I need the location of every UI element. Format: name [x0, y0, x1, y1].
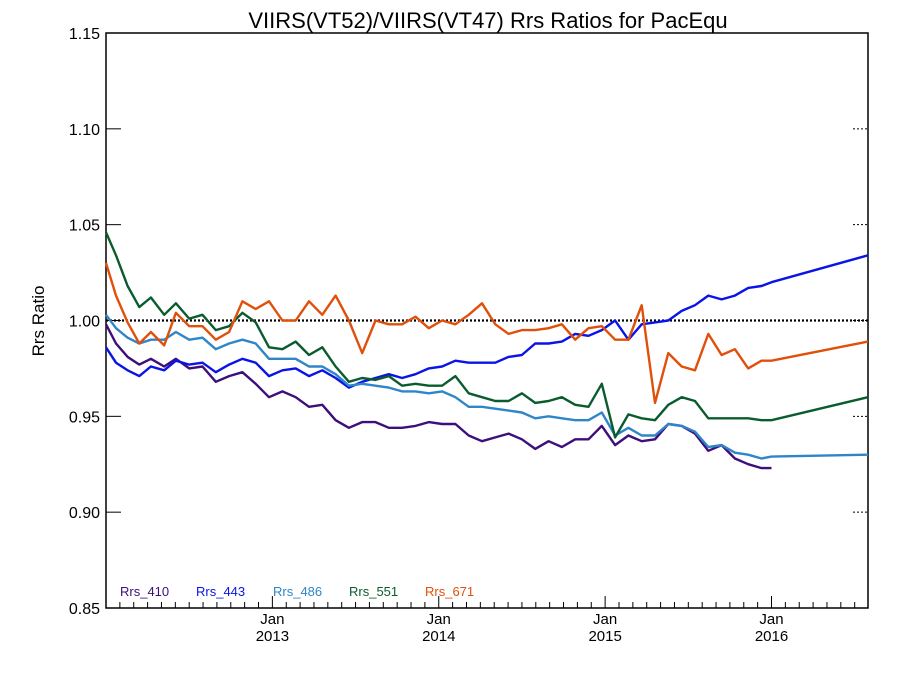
x-tick-label-month: Jan [427, 611, 451, 628]
x-tick-label-year: 2014 [422, 628, 455, 645]
x-tick-label-year: 2016 [755, 628, 788, 645]
series-line-rrs-443 [104, 254, 869, 389]
series-line-rrs-551 [104, 231, 869, 439]
y-tick-label: 0.95 [69, 409, 100, 426]
series-line-rrs-486 [105, 314, 869, 460]
x-tick-label-month: Jan [260, 611, 284, 628]
chart-title: VIIRS(VT52)/VIIRS(VT47) Rrs Ratios for P… [248, 8, 727, 33]
y-tick-label: 1.10 [69, 122, 100, 139]
y-tick-label: 1.00 [69, 314, 100, 331]
legend-entry: Rrs_551 [349, 584, 398, 599]
x-tick-label-year: 2015 [588, 628, 621, 645]
legend-entry: Rrs_486 [273, 584, 322, 599]
legend-entry: Rrs_410 [120, 584, 169, 599]
series-line-rrs-671 [104, 262, 869, 405]
legend-entry: Rrs_671 [425, 584, 474, 599]
legend-entry: Rrs_443 [196, 584, 245, 599]
y-tick-label: 0.85 [69, 601, 100, 618]
x-tick-label-year: 2013 [256, 628, 289, 645]
y-tick-label: 1.15 [69, 26, 100, 43]
x-tick-label-month: Jan [759, 611, 783, 628]
x-tick-label-month: Jan [593, 611, 617, 628]
y-tick-label: 1.05 [69, 218, 100, 235]
series-line-rrs-410 [104, 323, 772, 470]
y-tick-label: 0.90 [69, 505, 100, 522]
y-axis-label: Rrs Ratio [29, 286, 48, 357]
